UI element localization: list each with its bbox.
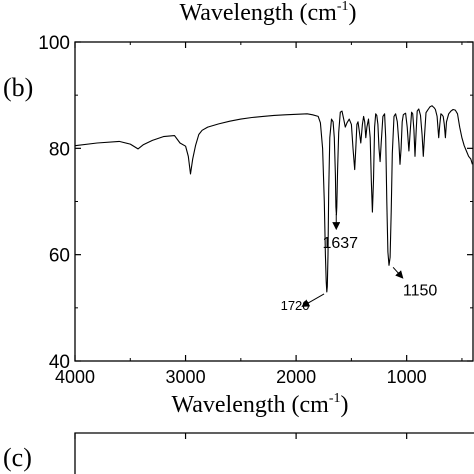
annotation-label-1720: 1720 [281,298,310,313]
peak-annotations: 1720 1637 1150 [281,214,438,313]
annotation-label-1637: 1637 [322,235,358,252]
x-axis-title: Wavelength (cm-1) [171,391,348,418]
x-tick-label-2000: 2000 [276,367,316,387]
x-axis-title-close: ) [341,392,349,418]
annotation-arrow-1150 [392,266,404,279]
series-line [74,105,473,293]
x-tick-label-3000: 3000 [166,367,206,387]
annotation-arrow-1720 [301,293,325,307]
x-tick-label-4000: 4000 [55,367,95,387]
y-tick-label-60: 60 [49,246,70,267]
y-tick-label-40: 40 [49,352,70,373]
annotation-label-1150: 1150 [403,282,438,299]
top-cropped-axis-title-text: Wavelength (cm [179,0,337,26]
top-cropped-axis-title: Wavelength (cm-1) [179,0,356,26]
next-panel-frame [74,432,474,474]
y-tick-label-100: 100 [38,33,70,54]
panel-label-b: (b) [3,73,33,102]
next-panel-ticks [74,433,408,439]
x-axis-title-text: Wavelength (cm [171,392,329,418]
x-tick-label-1000: 1000 [387,367,427,387]
top-cropped-axis-title-close: ) [349,0,357,26]
y-tick-label-80: 80 [49,139,70,160]
x-axis-title-sup: -1 [329,391,341,406]
plot-frame [74,41,474,362]
panel-label-c: (c) [3,443,32,472]
axis-tick-labels: 4000 3000 2000 1000 40 60 80 100 [38,33,426,387]
axis-ticks [74,41,473,362]
top-cropped-axis-title-sup: -1 [337,0,349,14]
